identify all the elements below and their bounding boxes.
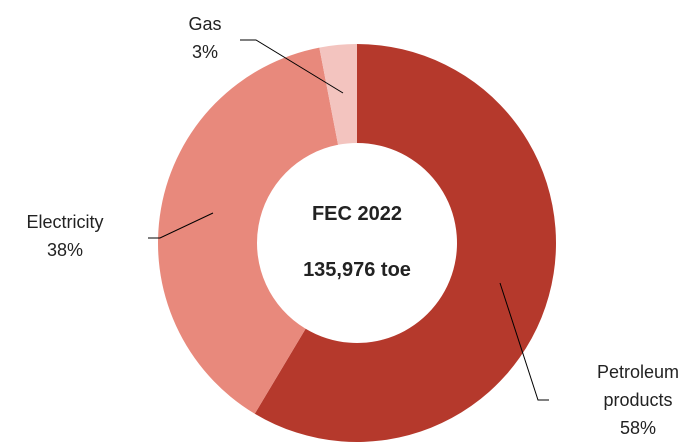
category-label: Petroleum products [596,362,680,410]
category-label: Electricity [26,212,104,232]
center-title: FEC 2022 [311,203,403,225]
donut-slice [254,44,556,443]
center-value: 135,976 toe [303,259,411,281]
value-label: 38% [46,240,84,260]
leader-line [499,282,549,401]
leader-line [240,39,344,94]
value-label: 58% [619,418,657,438]
value-label: 3% [191,42,218,62]
donut-slice [319,44,357,145]
leader-line [148,212,214,239]
slice-label: Electricity 38% [5,208,125,264]
slice-label: Gas 3% [155,10,255,66]
slice-label: Petroleum products 58% [578,358,698,442]
slices [158,44,556,443]
category-label: Gas [188,14,222,34]
donut-slice [158,47,339,414]
